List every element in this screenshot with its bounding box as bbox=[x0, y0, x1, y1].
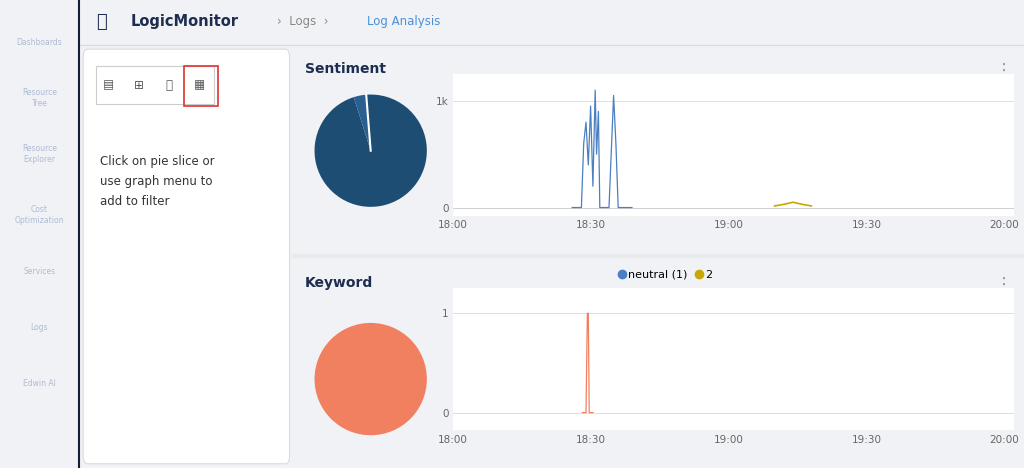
Text: Edwin AI: Edwin AI bbox=[23, 379, 56, 388]
Text: ⊞: ⊞ bbox=[134, 79, 144, 92]
Text: ⋮: ⋮ bbox=[995, 62, 1013, 80]
Text: ▦: ▦ bbox=[194, 79, 205, 92]
Text: Services: Services bbox=[24, 267, 55, 276]
Text: ▤: ▤ bbox=[103, 79, 115, 92]
Text: LogicMonitor: LogicMonitor bbox=[131, 14, 239, 29]
Text: Log Analysis: Log Analysis bbox=[368, 15, 440, 28]
Text: Cost
Optimization: Cost Optimization bbox=[14, 205, 65, 225]
FancyBboxPatch shape bbox=[83, 49, 290, 464]
Text: Resource
Explorer: Resource Explorer bbox=[22, 145, 57, 164]
Text: ⛓: ⛓ bbox=[166, 79, 173, 92]
Text: ⎙: ⎙ bbox=[96, 13, 106, 30]
Text: ›  Logs  ›: › Logs › bbox=[278, 15, 329, 28]
Text: ⋮: ⋮ bbox=[995, 276, 1013, 294]
Text: Dashboards: Dashboards bbox=[16, 37, 62, 47]
Text: Resource
Tree: Resource Tree bbox=[22, 88, 57, 108]
Wedge shape bbox=[314, 323, 427, 435]
Legend: neutral (1), 2: neutral (1), 2 bbox=[614, 265, 717, 285]
Text: Keyword: Keyword bbox=[305, 276, 373, 290]
Text: Click on pie slice or
use graph menu to
add to filter: Click on pie slice or use graph menu to … bbox=[100, 155, 215, 208]
FancyBboxPatch shape bbox=[96, 66, 214, 104]
Text: Logs: Logs bbox=[31, 323, 48, 332]
Wedge shape bbox=[353, 95, 371, 151]
Wedge shape bbox=[314, 95, 427, 207]
Text: Sentiment: Sentiment bbox=[305, 62, 386, 76]
